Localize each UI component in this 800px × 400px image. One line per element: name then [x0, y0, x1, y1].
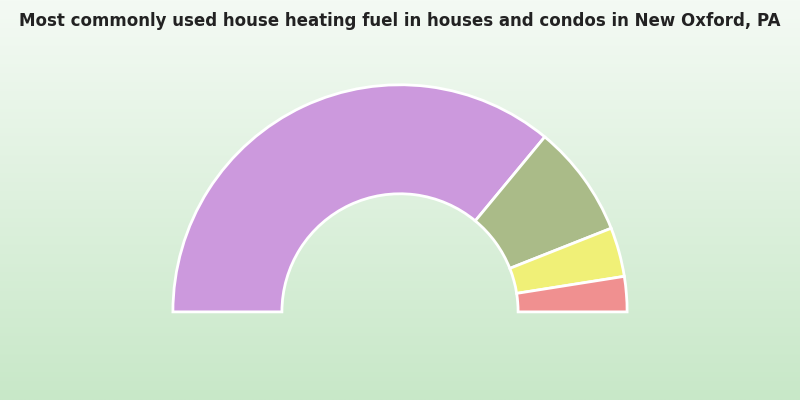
Wedge shape — [510, 228, 624, 293]
Text: Most commonly used house heating fuel in houses and condos in New Oxford, PA: Most commonly used house heating fuel in… — [19, 12, 781, 30]
Wedge shape — [173, 85, 545, 312]
Wedge shape — [517, 276, 627, 312]
Wedge shape — [475, 137, 611, 268]
